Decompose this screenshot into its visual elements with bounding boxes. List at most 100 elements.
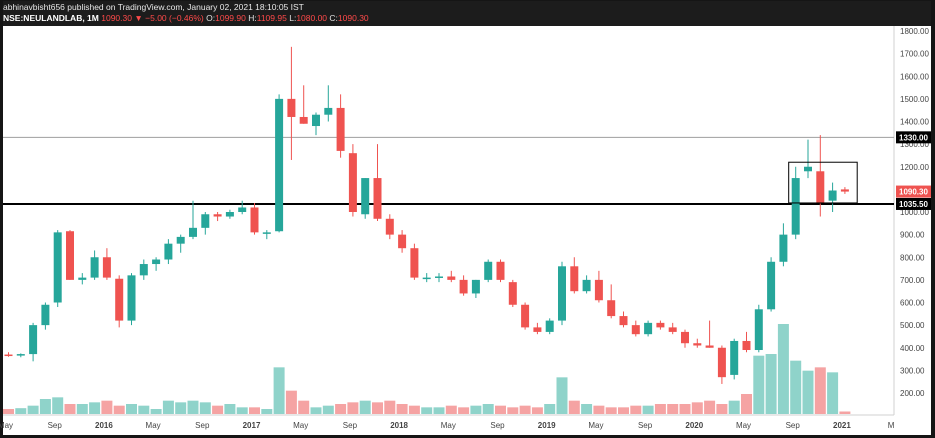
candle-body [693, 343, 702, 346]
last-price-tag: 1090.30 [899, 188, 928, 197]
volume-bar [691, 402, 703, 414]
candle-body [730, 340, 739, 375]
time-tick-label: Sep [343, 421, 358, 430]
volume-bar [39, 399, 51, 414]
candle-body [250, 207, 259, 233]
price-tick-label: 1500.00 [900, 95, 929, 104]
volume-bar [384, 400, 396, 414]
horizontal-levels [3, 136, 894, 205]
candle-body [164, 243, 173, 260]
volume-bar [101, 400, 113, 414]
time-axis-background [3, 415, 931, 435]
candle-body [594, 279, 603, 301]
open-value: 1099.90 [215, 13, 246, 23]
candle-body [189, 227, 197, 237]
symbol-line: NSE:NEULANDLAB, 1M 1090.30 ▼ −5.00 (−0.4… [3, 13, 931, 24]
time-tick-label: Sep [786, 421, 801, 430]
candle-body [287, 98, 296, 117]
volume-bar [199, 402, 211, 414]
candle-body [681, 331, 689, 344]
candle-body [471, 279, 480, 294]
volume-bar [138, 405, 150, 414]
highlight-box[interactable] [788, 161, 858, 204]
candle-body [324, 107, 333, 115]
candle-body [53, 232, 62, 303]
price-labels: 1330.00 1035.50 1090.30 [896, 131, 931, 210]
volume-bars [3, 324, 851, 414]
candle-body [336, 107, 345, 151]
candle-body [705, 345, 714, 348]
price-tick-label: 1200.00 [900, 163, 929, 172]
volume-bar [372, 402, 383, 414]
volume-bar [76, 404, 88, 414]
volume-bar [642, 405, 654, 414]
candles [4, 46, 849, 384]
candle-body [299, 116, 308, 124]
time-tick-label: Sep [638, 421, 653, 430]
candle-body [213, 214, 222, 217]
volume-bar [273, 367, 285, 414]
price-tick-label: 200.00 [900, 389, 925, 398]
volume-bar [482, 404, 494, 414]
candle-body [422, 277, 431, 280]
price-tick-label: 900.00 [900, 231, 925, 240]
volume-bar [753, 355, 765, 414]
candle-body [804, 166, 812, 172]
candle-body [102, 257, 111, 278]
time-tick-label: May [293, 421, 308, 430]
candle-body [348, 153, 357, 212]
volume-bar [175, 402, 187, 414]
volume-bar [113, 405, 125, 414]
candle-body [385, 218, 394, 235]
candle-body [66, 231, 74, 280]
last-price: 1090.30 [101, 13, 132, 23]
price-tick-label: 400.00 [900, 344, 925, 353]
volume-bar [64, 404, 76, 414]
volume-bar [52, 397, 64, 414]
candle-body [410, 248, 419, 278]
time-tick-label: May [441, 421, 456, 430]
volume-bar [236, 407, 248, 414]
volume-bar [679, 404, 691, 414]
volume-bar [347, 402, 359, 414]
level-price-tag-bg [896, 131, 931, 144]
time-tick-label: Sep [48, 421, 63, 430]
volume-bar [593, 405, 605, 414]
candle-body [545, 320, 554, 332]
volume-bar [544, 404, 556, 414]
price-tick-label: 500.00 [900, 321, 925, 330]
candle-body [508, 282, 517, 305]
price-axis-background [894, 26, 931, 415]
chart-header: abhinavbisht656 published on TradingView… [3, 1, 931, 26]
volume-bar [421, 407, 433, 414]
symbol: NSE:NEULANDLAB, 1M [3, 13, 99, 23]
time-tick-label: Sep [490, 421, 505, 430]
candle-body [767, 261, 776, 310]
candle-body [176, 236, 185, 244]
volume-bar [716, 404, 728, 414]
candle-body [791, 178, 800, 235]
volume-bar [249, 407, 260, 414]
candle-body [127, 275, 136, 321]
high-value: 1109.95 [256, 13, 287, 23]
price-tick-label: 600.00 [900, 299, 925, 308]
volume-bar [728, 400, 740, 414]
candle-body [840, 189, 849, 192]
range-box [788, 161, 858, 204]
candle-body [225, 212, 234, 217]
open-label: O: [206, 13, 216, 23]
candle-body [373, 178, 382, 219]
volume-bar [396, 404, 408, 414]
candle-body [607, 300, 616, 317]
time-tick-label: May [588, 421, 603, 430]
volume-bar [581, 404, 593, 414]
publisher-line: abhinavbisht656 published on TradingView… [3, 2, 304, 12]
time-tick-label: 2016 [95, 421, 113, 430]
candle-body [754, 309, 763, 351]
candle-body [78, 277, 87, 280]
level-price-tag-bg [896, 197, 931, 210]
price-tick-label: 1800.00 [900, 27, 929, 36]
candle-body [447, 276, 456, 280]
